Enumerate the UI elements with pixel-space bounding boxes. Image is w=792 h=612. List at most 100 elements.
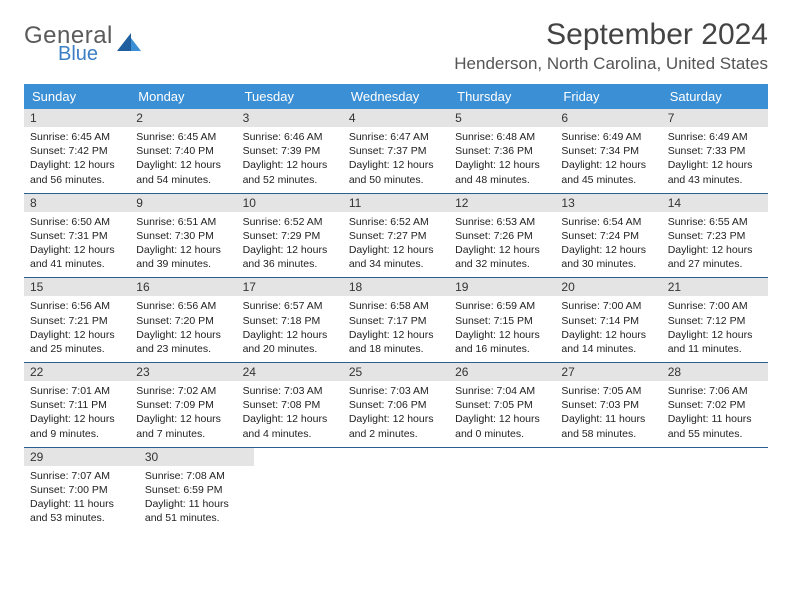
sunset-text: Sunset: 7:14 PM xyxy=(561,314,655,328)
sunset-text: Sunset: 7:36 PM xyxy=(455,144,549,158)
sunrise-text: Sunrise: 7:00 AM xyxy=(561,299,655,313)
day-body: Sunrise: 6:54 AMSunset: 7:24 PMDaylight:… xyxy=(561,215,655,272)
daylight-text: and 36 minutes. xyxy=(243,257,337,271)
daylight-text: Daylight: 12 hours xyxy=(136,243,230,257)
day-header: Sunday xyxy=(24,84,130,109)
sunrise-text: Sunrise: 6:50 AM xyxy=(30,215,124,229)
day-cell: 16Sunrise: 6:56 AMSunset: 7:20 PMDayligh… xyxy=(130,278,236,362)
day-cell: 8Sunrise: 6:50 AMSunset: 7:31 PMDaylight… xyxy=(24,194,130,278)
sunrise-text: Sunrise: 6:56 AM xyxy=(136,299,230,313)
sunset-text: Sunset: 7:21 PM xyxy=(30,314,124,328)
day-cell: 21Sunrise: 7:00 AMSunset: 7:12 PMDayligh… xyxy=(662,278,768,362)
sunrise-text: Sunrise: 6:54 AM xyxy=(561,215,655,229)
day-body: Sunrise: 6:45 AMSunset: 7:42 PMDaylight:… xyxy=(30,130,124,187)
day-cell: 12Sunrise: 6:53 AMSunset: 7:26 PMDayligh… xyxy=(449,194,555,278)
day-number: 28 xyxy=(662,363,768,381)
daylight-text: and 11 minutes. xyxy=(668,342,762,356)
header: General Blue September 2024 Henderson, N… xyxy=(24,18,768,74)
day-body: Sunrise: 6:51 AMSunset: 7:30 PMDaylight:… xyxy=(136,215,230,272)
daylight-text: and 45 minutes. xyxy=(561,173,655,187)
sunrise-text: Sunrise: 6:47 AM xyxy=(349,130,443,144)
week-row: 15Sunrise: 6:56 AMSunset: 7:21 PMDayligh… xyxy=(24,277,768,362)
sunrise-text: Sunrise: 7:00 AM xyxy=(668,299,762,313)
sunset-text: Sunset: 7:05 PM xyxy=(455,398,549,412)
day-number: 10 xyxy=(237,194,343,212)
day-body: Sunrise: 7:01 AMSunset: 7:11 PMDaylight:… xyxy=(30,384,124,441)
daylight-text: and 2 minutes. xyxy=(349,427,443,441)
daylight-text: Daylight: 12 hours xyxy=(243,328,337,342)
day-number: 21 xyxy=(662,278,768,296)
sunset-text: Sunset: 6:59 PM xyxy=(145,483,248,497)
day-header: Friday xyxy=(555,84,661,109)
sunrise-text: Sunrise: 6:59 AM xyxy=(455,299,549,313)
sunset-text: Sunset: 7:33 PM xyxy=(668,144,762,158)
day-number: 5 xyxy=(449,109,555,127)
day-cell: 6Sunrise: 6:49 AMSunset: 7:34 PMDaylight… xyxy=(555,109,661,193)
day-number: 23 xyxy=(130,363,236,381)
sunset-text: Sunset: 7:31 PM xyxy=(30,229,124,243)
daylight-text: and 51 minutes. xyxy=(145,511,248,525)
day-number: 22 xyxy=(24,363,130,381)
day-header-row: SundayMondayTuesdayWednesdayThursdayFrid… xyxy=(24,84,768,109)
daylight-text: and 39 minutes. xyxy=(136,257,230,271)
day-cell: 29Sunrise: 7:07 AMSunset: 7:00 PMDayligh… xyxy=(24,448,139,532)
sunrise-text: Sunrise: 7:02 AM xyxy=(136,384,230,398)
daylight-text: Daylight: 12 hours xyxy=(349,243,443,257)
daylight-text: Daylight: 12 hours xyxy=(243,412,337,426)
day-number: 9 xyxy=(130,194,236,212)
sunset-text: Sunset: 7:20 PM xyxy=(136,314,230,328)
daylight-text: Daylight: 12 hours xyxy=(30,158,124,172)
daylight-text: and 20 minutes. xyxy=(243,342,337,356)
day-body: Sunrise: 6:57 AMSunset: 7:18 PMDaylight:… xyxy=(243,299,337,356)
day-body: Sunrise: 6:47 AMSunset: 7:37 PMDaylight:… xyxy=(349,130,443,187)
day-cell: 30Sunrise: 7:08 AMSunset: 6:59 PMDayligh… xyxy=(139,448,254,532)
day-number: 14 xyxy=(662,194,768,212)
sunrise-text: Sunrise: 7:01 AM xyxy=(30,384,124,398)
day-body: Sunrise: 7:04 AMSunset: 7:05 PMDaylight:… xyxy=(455,384,549,441)
daylight-text: and 9 minutes. xyxy=(30,427,124,441)
daylight-text: Daylight: 12 hours xyxy=(30,243,124,257)
logo: General Blue xyxy=(24,24,143,64)
daylight-text: Daylight: 12 hours xyxy=(668,158,762,172)
daylight-text: Daylight: 12 hours xyxy=(136,158,230,172)
daylight-text: Daylight: 11 hours xyxy=(30,497,133,511)
sunrise-text: Sunrise: 6:53 AM xyxy=(455,215,549,229)
day-cell: 23Sunrise: 7:02 AMSunset: 7:09 PMDayligh… xyxy=(130,363,236,447)
daylight-text: Daylight: 12 hours xyxy=(243,158,337,172)
day-cell: 9 Sunrise: 6:51 AMSunset: 7:30 PMDaylight… xyxy=(130,194,236,278)
day-number: 17 xyxy=(237,278,343,296)
sunrise-text: Sunrise: 6:52 AM xyxy=(349,215,443,229)
sunset-text: Sunset: 7:11 PM xyxy=(30,398,124,412)
day-cell: 25Sunrise: 7:03 AMSunset: 7:06 PMDayligh… xyxy=(343,363,449,447)
daylight-text: Daylight: 12 hours xyxy=(561,243,655,257)
daylight-text: and 48 minutes. xyxy=(455,173,549,187)
sunset-text: Sunset: 7:26 PM xyxy=(455,229,549,243)
day-number: 29 xyxy=(24,448,139,466)
sunset-text: Sunset: 7:24 PM xyxy=(561,229,655,243)
day-header: Thursday xyxy=(449,84,555,109)
day-header: Monday xyxy=(130,84,236,109)
day-cell: 5 Sunrise: 6:48 AMSunset: 7:36 PMDaylight… xyxy=(449,109,555,193)
day-cell: 13Sunrise: 6:54 AMSunset: 7:24 PMDayligh… xyxy=(555,194,661,278)
daylight-text: Daylight: 11 hours xyxy=(561,412,655,426)
sunrise-text: Sunrise: 6:56 AM xyxy=(30,299,124,313)
sunrise-text: Sunrise: 6:52 AM xyxy=(243,215,337,229)
sunset-text: Sunset: 7:15 PM xyxy=(455,314,549,328)
day-number: 6 xyxy=(555,109,661,127)
sunset-text: Sunset: 7:17 PM xyxy=(349,314,443,328)
daylight-text: Daylight: 12 hours xyxy=(349,328,443,342)
day-header: Wednesday xyxy=(343,84,449,109)
week-row: 22Sunrise: 7:01 AMSunset: 7:11 PMDayligh… xyxy=(24,362,768,447)
daylight-text: Daylight: 12 hours xyxy=(243,243,337,257)
day-body: Sunrise: 6:48 AMSunset: 7:36 PMDaylight:… xyxy=(455,130,549,187)
daylight-text: Daylight: 12 hours xyxy=(561,328,655,342)
day-cell: 7Sunrise: 6:49 AMSunset: 7:33 PMDaylight… xyxy=(662,109,768,193)
day-body: Sunrise: 6:50 AMSunset: 7:31 PMDaylight:… xyxy=(30,215,124,272)
daylight-text: and 16 minutes. xyxy=(455,342,549,356)
location-text: Henderson, North Carolina, United States xyxy=(454,54,768,74)
day-cell: 2Sunrise: 6:45 AMSunset: 7:40 PMDaylight… xyxy=(130,109,236,193)
sunset-text: Sunset: 7:27 PM xyxy=(349,229,443,243)
sunrise-text: Sunrise: 6:58 AM xyxy=(349,299,443,313)
week-row: 8Sunrise: 6:50 AMSunset: 7:31 PMDaylight… xyxy=(24,193,768,278)
daylight-text: and 14 minutes. xyxy=(561,342,655,356)
